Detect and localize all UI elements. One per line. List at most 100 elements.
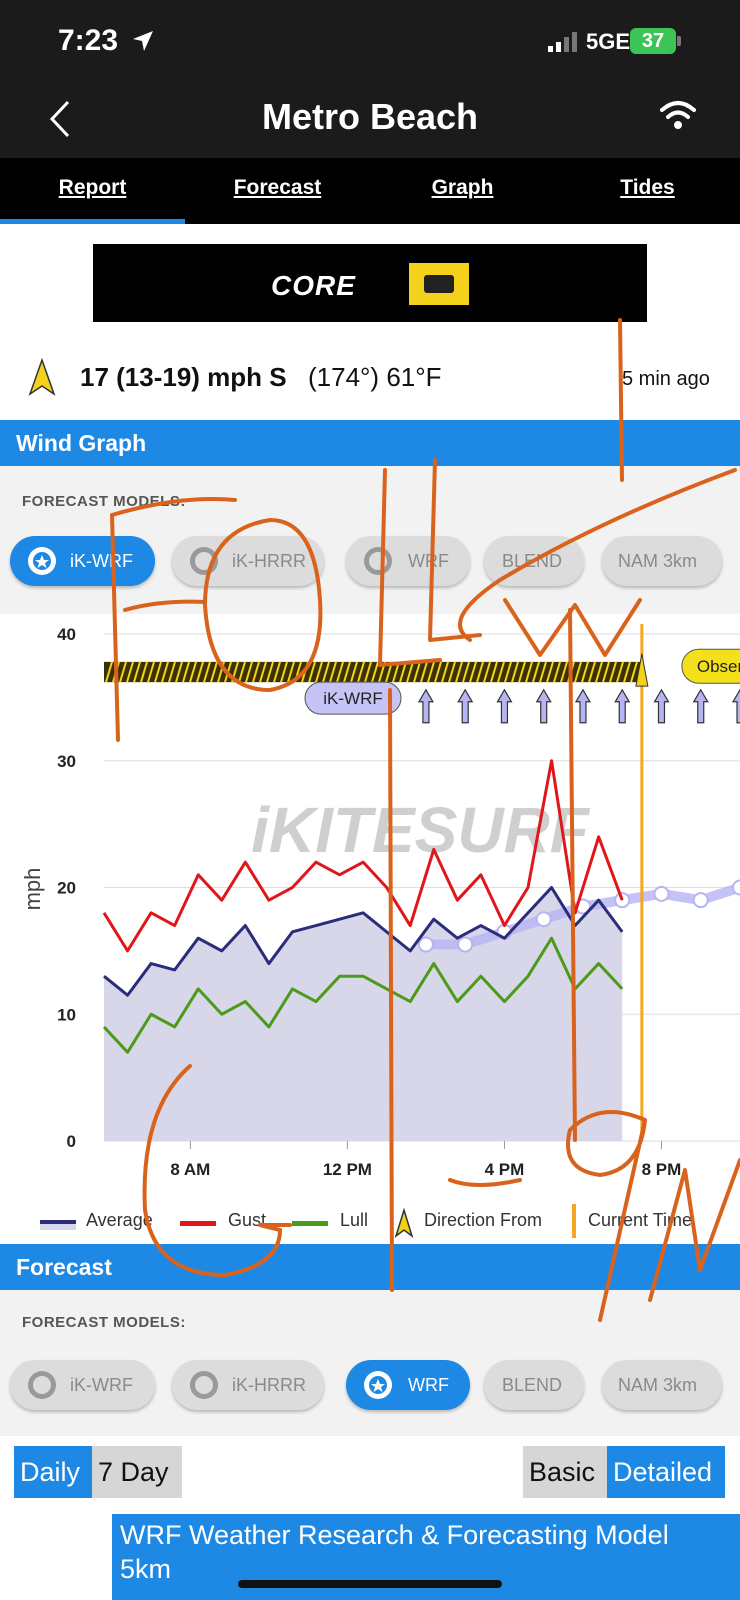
direction-hatch <box>539 661 547 683</box>
model-direction-arrow <box>496 688 513 724</box>
ik-wrf-point <box>535 911 552 928</box>
direction-hatch <box>525 661 533 683</box>
direction-hatch <box>609 661 617 683</box>
model-pill-ik-hrrr[interactable]: iK-HRRR <box>172 536 324 586</box>
forecast-model-pill-wrf[interactable]: WRF <box>346 1360 470 1410</box>
active-tab-indicator <box>0 219 185 224</box>
direction-hatch <box>602 661 610 683</box>
forecast-models: FORECAST MODELS: iK-WRF iK-HRRR WRF BLEN… <box>0 1290 740 1436</box>
tab-report[interactable]: Report <box>58 176 127 199</box>
badge-icon <box>28 1371 56 1399</box>
direction-hatch <box>630 661 638 683</box>
wind-graph-models: FORECAST MODELS: iK-WRF iK-HRRR WRF BLEN… <box>0 466 740 614</box>
direction-hatch <box>448 661 456 683</box>
model-direction-arrow <box>457 688 474 724</box>
model-direction-arrow <box>417 688 434 724</box>
legend-average: Average <box>86 1210 153 1230</box>
model-direction-arrow <box>574 688 592 724</box>
ad-banner[interactable]: CORE <box>93 244 647 322</box>
model-direction-arrow <box>614 688 631 724</box>
model-pill-nam-3km[interactable]: NAM 3km <box>602 536 722 586</box>
x-tick-label: 12 PM <box>323 1160 372 1179</box>
forecast-model-pill-blend[interactable]: BLEND <box>484 1360 584 1410</box>
direction-hatch <box>343 661 351 683</box>
y-axis-label: mph <box>20 868 45 911</box>
forecast-model-pill-ik-hrrr[interactable]: iK-HRRR <box>172 1360 324 1410</box>
direction-hatch <box>581 661 589 683</box>
app-header: Metro Beach <box>0 84 740 158</box>
direction-hatch <box>511 661 519 683</box>
direction-hatch <box>504 661 512 683</box>
model-direction-arrow <box>653 688 670 724</box>
daily-toggle[interactable]: Daily <box>14 1446 92 1498</box>
ad-brand: CORE <box>271 270 356 301</box>
direction-hatch <box>553 661 561 683</box>
x-tick-label: 8 PM <box>642 1160 682 1179</box>
y-tick-label: 30 <box>57 752 76 771</box>
legend-current-time-swatch <box>572 1204 576 1238</box>
model-pill-blend[interactable]: BLEND <box>484 536 584 586</box>
model-title-line2: 5km <box>120 1554 172 1584</box>
direction-hatch <box>476 661 484 683</box>
wind-graph-header: Wind Graph <box>0 420 740 466</box>
direction-arrow-icon <box>28 358 56 396</box>
page-title: Metro Beach <box>261 96 479 137</box>
tab-graph[interactable]: Graph <box>431 176 494 199</box>
model-direction-arrow <box>535 688 552 724</box>
signal-icon <box>548 32 577 52</box>
battery-tip <box>677 36 681 46</box>
direction-hatch <box>623 661 631 683</box>
legend-direction: Direction From <box>424 1210 543 1230</box>
back-chevron-icon[interactable] <box>40 96 80 142</box>
legend-gust: Gust <box>228 1210 267 1230</box>
direction-hatch <box>462 661 470 683</box>
tab-forecast[interactable]: Forecast <box>233 176 322 199</box>
y-tick-label: 0 <box>67 1132 76 1151</box>
direction-hatch <box>336 661 344 683</box>
observed-badge <box>681 648 740 684</box>
model-pill-ik-wrf[interactable]: iK-WRF <box>10 536 155 586</box>
direction-hatch <box>322 661 330 683</box>
model-badge <box>304 681 402 715</box>
observed-badge-label: Observ <box>697 657 740 676</box>
forecast-model-pill-nam-3km[interactable]: NAM 3km <box>602 1360 722 1410</box>
series-gust-line <box>102 759 624 953</box>
direction-hatch <box>455 661 463 683</box>
ik-wrf-point <box>732 879 740 896</box>
ik-wrf-point <box>417 936 434 953</box>
ik-wrf-point <box>457 936 474 953</box>
basic-toggle[interactable]: Basic <box>523 1446 607 1498</box>
forecast-models-label-2: FORECAST MODELS: <box>22 1314 186 1331</box>
seven-day-toggle[interactable]: 7 Day <box>92 1446 182 1498</box>
direction-hatch <box>546 661 554 683</box>
reading-age: 5 min ago <box>622 368 710 390</box>
direction-hatch <box>441 661 449 683</box>
series-average-line <box>103 886 624 997</box>
model-badge-label: iK-WRF <box>323 689 382 708</box>
y-tick-label: 10 <box>57 1005 76 1024</box>
model-pill-wrf[interactable]: WRF <box>346 536 470 586</box>
legend-average-swatch <box>40 1220 76 1230</box>
current-reading: 17 (13-19) mph S (174°) 61°F 5 min ago <box>0 352 740 408</box>
direction-hatch <box>350 661 358 683</box>
detailed-toggle[interactable]: Detailed <box>607 1446 725 1498</box>
location-arrow-icon <box>133 31 153 51</box>
wind-speed-reading: 17 (13-19) mph S <box>80 362 287 392</box>
direction-hatch <box>364 661 372 683</box>
wifi-icon[interactable] <box>660 98 696 132</box>
direction-hatch <box>483 661 491 683</box>
direction-hatch <box>588 661 596 683</box>
tab-tides[interactable]: Tides <box>620 176 675 199</box>
model-direction-arrow <box>692 688 709 724</box>
forecast-model-pill-ik-wrf[interactable]: iK-WRF <box>10 1360 155 1410</box>
badge-icon <box>28 547 56 575</box>
y-tick-label: 20 <box>57 879 76 898</box>
network-label: 5GE <box>586 29 631 54</box>
direction-hatch <box>595 661 603 683</box>
model-direction-arrow <box>731 688 740 724</box>
y-tick-label: 40 <box>57 625 76 644</box>
tab-bar: Report Forecast Graph Tides <box>0 158 740 224</box>
legend-direction-icon <box>394 1207 414 1238</box>
legend-lull-swatch <box>292 1221 328 1226</box>
